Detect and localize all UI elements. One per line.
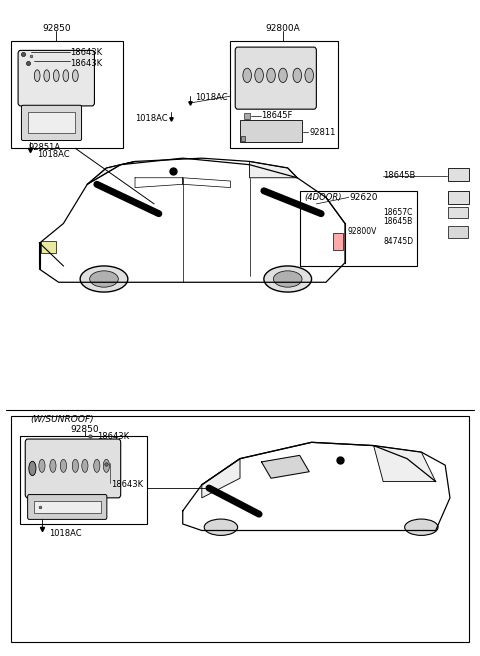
Bar	[230, 41, 338, 148]
Text: 84745D: 84745D	[383, 237, 413, 245]
Ellipse shape	[63, 70, 69, 81]
Ellipse shape	[405, 519, 438, 535]
Text: 18643K: 18643K	[71, 59, 103, 68]
Text: 92851A: 92851A	[28, 142, 60, 152]
Ellipse shape	[94, 459, 100, 472]
Ellipse shape	[29, 461, 36, 476]
Text: 18643K: 18643K	[71, 48, 103, 57]
Bar	[40, 241, 56, 253]
Text: 18645B: 18645B	[383, 171, 416, 180]
Text: 92800V: 92800V	[348, 227, 377, 236]
Polygon shape	[262, 455, 309, 478]
Polygon shape	[250, 161, 297, 178]
FancyBboxPatch shape	[28, 495, 107, 520]
Bar	[11, 41, 123, 148]
Text: 18645B: 18645B	[383, 217, 412, 226]
Bar	[333, 234, 343, 250]
Ellipse shape	[305, 68, 313, 83]
Ellipse shape	[39, 459, 45, 472]
FancyBboxPatch shape	[25, 439, 120, 498]
Ellipse shape	[34, 70, 40, 81]
FancyBboxPatch shape	[18, 51, 95, 106]
Bar	[241, 136, 245, 140]
Ellipse shape	[243, 68, 252, 83]
Bar	[11, 416, 469, 642]
Ellipse shape	[90, 271, 118, 287]
Bar	[240, 120, 302, 142]
Text: 18643K: 18643K	[97, 432, 129, 441]
Text: 92620: 92620	[350, 193, 378, 202]
Ellipse shape	[53, 70, 59, 81]
Bar	[28, 112, 75, 133]
Bar	[300, 191, 417, 266]
Ellipse shape	[72, 70, 78, 81]
Text: 18645F: 18645F	[262, 112, 293, 120]
Bar	[447, 168, 469, 181]
Ellipse shape	[279, 68, 287, 83]
Bar	[21, 436, 147, 524]
Bar	[447, 191, 469, 204]
Ellipse shape	[293, 68, 301, 83]
Ellipse shape	[50, 459, 56, 472]
Text: 92850: 92850	[42, 24, 71, 33]
Text: (4DOOR): (4DOOR)	[304, 193, 342, 202]
Text: 1018AC: 1018AC	[195, 93, 228, 102]
Ellipse shape	[204, 519, 238, 535]
Ellipse shape	[60, 459, 67, 472]
Polygon shape	[202, 459, 240, 498]
FancyBboxPatch shape	[235, 47, 316, 109]
Polygon shape	[373, 445, 436, 482]
Ellipse shape	[44, 70, 49, 81]
Bar	[447, 226, 468, 238]
Ellipse shape	[80, 266, 128, 292]
Bar	[34, 501, 101, 513]
Ellipse shape	[72, 459, 78, 472]
Ellipse shape	[103, 459, 109, 472]
FancyBboxPatch shape	[22, 105, 82, 140]
Text: 18643K: 18643K	[111, 480, 143, 489]
Polygon shape	[87, 161, 135, 184]
Text: 92850: 92850	[71, 424, 99, 434]
Text: 1018AC: 1018AC	[135, 114, 168, 123]
Ellipse shape	[82, 459, 88, 472]
Ellipse shape	[267, 68, 276, 83]
Ellipse shape	[255, 68, 264, 83]
Bar	[447, 207, 468, 218]
Text: 92811: 92811	[309, 127, 336, 136]
Text: 1018AC: 1018AC	[37, 150, 70, 159]
Text: 18657C: 18657C	[383, 208, 412, 217]
Ellipse shape	[274, 271, 302, 287]
Ellipse shape	[264, 266, 312, 292]
Text: (W/SUNROOF): (W/SUNROOF)	[30, 415, 94, 424]
Text: 92800A: 92800A	[265, 24, 300, 33]
Text: 1018AC: 1018AC	[49, 529, 82, 539]
